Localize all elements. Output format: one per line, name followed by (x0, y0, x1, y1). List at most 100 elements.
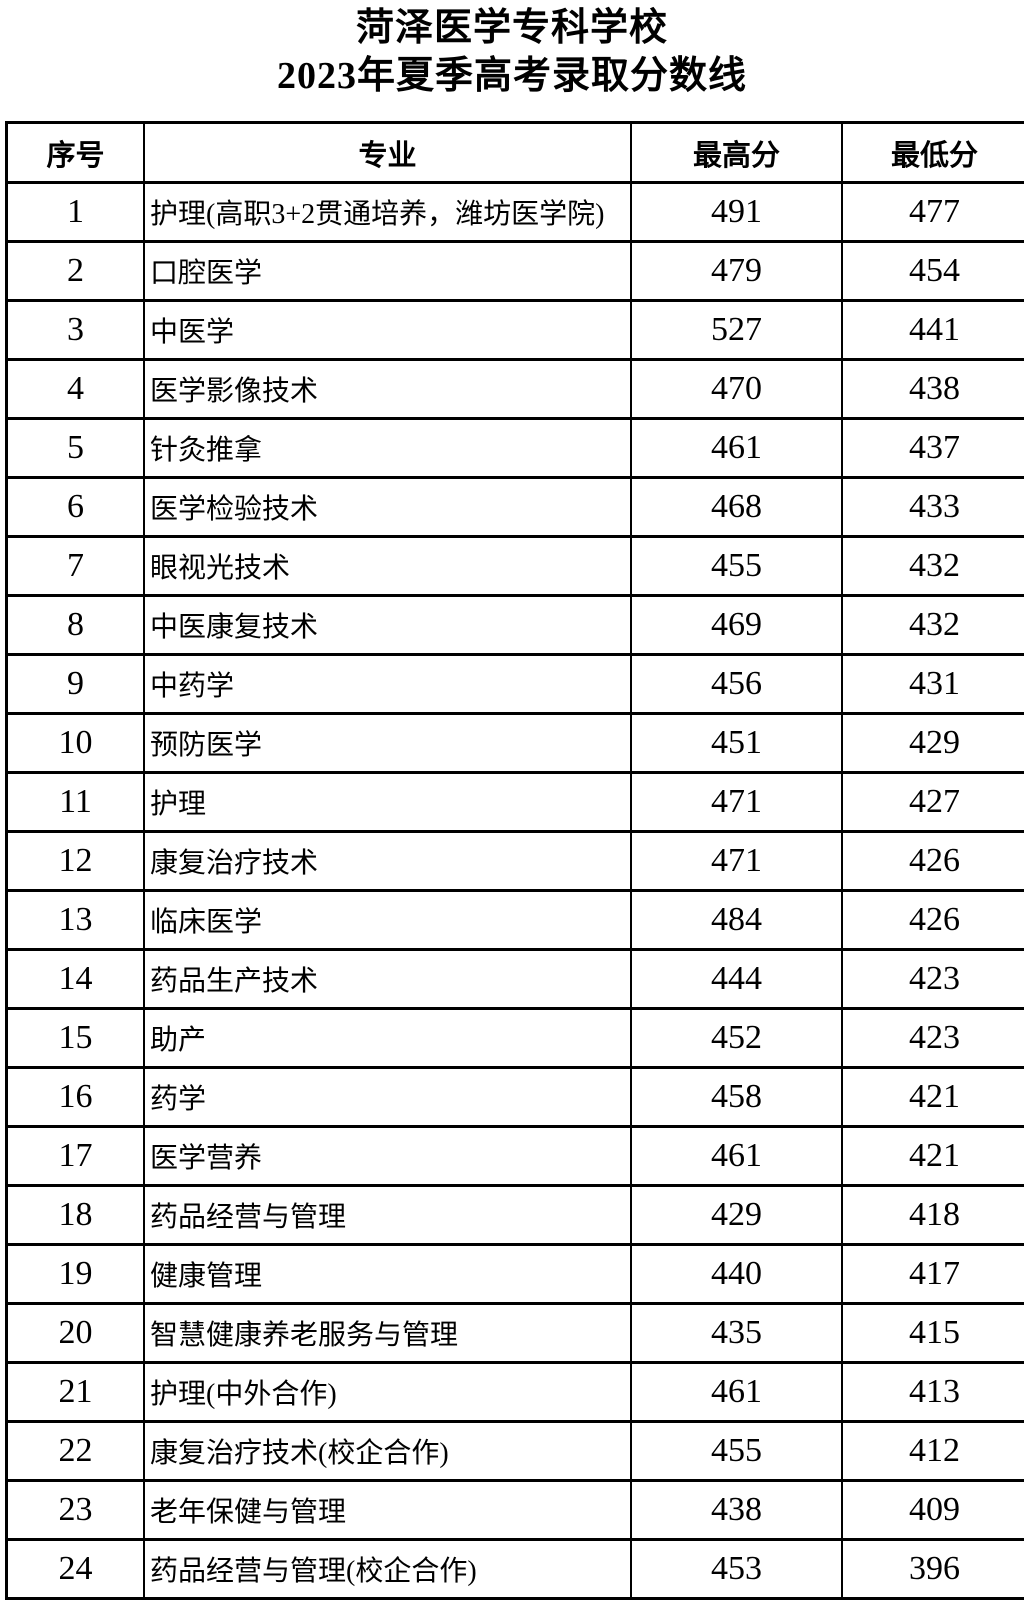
cell-major: 护理 (143, 771, 632, 833)
table-row: 6 医学检验技术 468 433 (5, 476, 1024, 538)
cell-no: 19 (5, 1243, 145, 1305)
cell-major: 康复治疗技术 (143, 830, 632, 892)
table-row: 18 药品经营与管理 429 418 (5, 1184, 1024, 1246)
table-row: 16 药学 458 421 (5, 1066, 1024, 1128)
cell-max: 458 (630, 1066, 843, 1128)
cell-max: 435 (630, 1302, 843, 1364)
cell-min: 438 (841, 358, 1024, 420)
cell-min: 412 (841, 1420, 1024, 1482)
cell-max: 469 (630, 594, 843, 656)
cell-major: 医学影像技术 (143, 358, 632, 420)
cell-min: 441 (841, 299, 1024, 361)
table-row: 13 临床医学 484 426 (5, 889, 1024, 951)
cell-max: 455 (630, 535, 843, 597)
cell-max: 470 (630, 358, 843, 420)
table-row: 19 健康管理 440 417 (5, 1243, 1024, 1305)
cell-max: 484 (630, 889, 843, 951)
cell-no: 21 (5, 1361, 145, 1423)
cell-min: 423 (841, 948, 1024, 1010)
cell-major: 临床医学 (143, 889, 632, 951)
cell-min: 417 (841, 1243, 1024, 1305)
table-row: 14 药品生产技术 444 423 (5, 948, 1024, 1010)
table-row: 10 预防医学 451 429 (5, 712, 1024, 774)
cell-min: 454 (841, 240, 1024, 302)
cell-min: 409 (841, 1479, 1024, 1541)
cell-min: 433 (841, 476, 1024, 538)
table-row: 15 助产 452 423 (5, 1007, 1024, 1069)
cell-no: 11 (5, 771, 145, 833)
cell-no: 15 (5, 1007, 145, 1069)
cell-min: 426 (841, 830, 1024, 892)
cell-max: 444 (630, 948, 843, 1010)
header-max: 最高分 (630, 121, 843, 184)
cell-min: 426 (841, 889, 1024, 951)
table-row: 9 中药学 456 431 (5, 653, 1024, 715)
cell-no: 9 (5, 653, 145, 715)
cell-no: 2 (5, 240, 145, 302)
cell-min: 421 (841, 1066, 1024, 1128)
cell-max: 468 (630, 476, 843, 538)
cell-no: 7 (5, 535, 145, 597)
cell-major: 眼视光技术 (143, 535, 632, 597)
cell-no: 3 (5, 299, 145, 361)
table-row: 12 康复治疗技术 471 426 (5, 830, 1024, 892)
cell-major: 中医学 (143, 299, 632, 361)
cell-major: 老年保健与管理 (143, 1479, 632, 1541)
cell-max: 440 (630, 1243, 843, 1305)
cell-min: 429 (841, 712, 1024, 774)
cell-no: 16 (5, 1066, 145, 1128)
header-major: 专业 (143, 121, 632, 184)
cell-no: 4 (5, 358, 145, 420)
cell-no: 5 (5, 417, 145, 479)
cell-min: 431 (841, 653, 1024, 715)
cell-major: 康复治疗技术(校企合作) (143, 1420, 632, 1482)
table-row: 22 康复治疗技术(校企合作) 455 412 (5, 1420, 1024, 1482)
cell-min: 437 (841, 417, 1024, 479)
table-header: 序号 专业 最高分 最低分 (5, 121, 1024, 184)
score-table: 序号 专业 最高分 最低分 1 护理(高职3+2贯通培养，潍坊医学院) 491 477… (5, 121, 1024, 1600)
cell-max: 491 (630, 181, 843, 243)
cell-max: 471 (630, 771, 843, 833)
cell-no: 10 (5, 712, 145, 774)
table-row: 24 药品经营与管理(校企合作) 453 396 (5, 1538, 1024, 1600)
cell-major: 预防医学 (143, 712, 632, 774)
cell-max: 429 (630, 1184, 843, 1246)
cell-no: 1 (5, 181, 145, 243)
cell-major: 中医康复技术 (143, 594, 632, 656)
cell-no: 20 (5, 1302, 145, 1364)
cell-no: 14 (5, 948, 145, 1010)
header-no: 序号 (5, 121, 145, 184)
cell-major: 医学营养 (143, 1125, 632, 1187)
cell-major: 口腔医学 (143, 240, 632, 302)
cell-no: 12 (5, 830, 145, 892)
subtitle: 2023年夏季高考录取分数线 (276, 55, 747, 97)
cell-major: 药学 (143, 1066, 632, 1128)
cell-min: 396 (841, 1538, 1024, 1600)
cell-min: 418 (841, 1184, 1024, 1246)
cell-max: 479 (630, 240, 843, 302)
table-row: 7 眼视光技术 455 432 (5, 535, 1024, 597)
header-row: 序号 专业 最高分 最低分 (5, 121, 1024, 184)
cell-major: 智慧健康养老服务与管理 (143, 1302, 632, 1364)
cell-major: 护理(高职3+2贯通培养，潍坊医学院) (143, 181, 632, 243)
page-title: 菏泽医学专科学校 2023年夏季高考录取分数线 (0, 0, 1024, 100)
cell-no: 24 (5, 1538, 145, 1600)
cell-max: 456 (630, 653, 843, 715)
cell-max: 471 (630, 830, 843, 892)
cell-max: 453 (630, 1538, 843, 1600)
table-row: 3 中医学 527 441 (5, 299, 1024, 361)
cell-no: 23 (5, 1479, 145, 1541)
cell-min: 413 (841, 1361, 1024, 1423)
cell-major: 药品经营与管理 (143, 1184, 632, 1246)
cell-major: 助产 (143, 1007, 632, 1069)
table-row: 17 医学营养 461 421 (5, 1125, 1024, 1187)
cell-max: 455 (630, 1420, 843, 1482)
cell-min: 432 (841, 535, 1024, 597)
cell-no: 8 (5, 594, 145, 656)
cell-no: 17 (5, 1125, 145, 1187)
cell-major: 中药学 (143, 653, 632, 715)
cell-max: 461 (630, 1361, 843, 1423)
cell-min: 423 (841, 1007, 1024, 1069)
table-row: 21 护理(中外合作) 461 413 (5, 1361, 1024, 1423)
